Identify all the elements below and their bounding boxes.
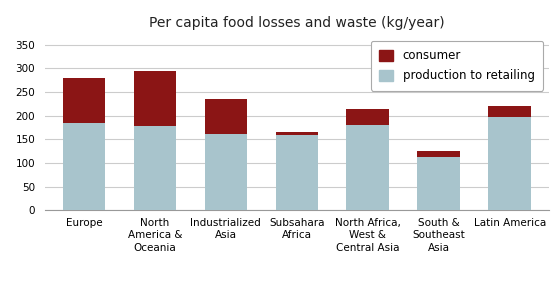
Legend: consumer, production to retailing: consumer, production to retailing bbox=[371, 41, 543, 91]
Title: Per capita food losses and waste (kg/year): Per capita food losses and waste (kg/yea… bbox=[149, 16, 445, 30]
Bar bbox=[417, 157, 460, 210]
Bar bbox=[347, 125, 389, 210]
Bar bbox=[276, 132, 318, 135]
Bar bbox=[204, 99, 247, 133]
Bar bbox=[63, 123, 105, 210]
Bar bbox=[133, 126, 176, 210]
Bar bbox=[276, 135, 318, 210]
Bar bbox=[204, 133, 247, 210]
Bar bbox=[417, 151, 460, 157]
Bar bbox=[63, 78, 105, 123]
Bar bbox=[488, 117, 531, 210]
Bar bbox=[488, 106, 531, 117]
Bar bbox=[347, 110, 389, 125]
Bar bbox=[133, 71, 176, 126]
